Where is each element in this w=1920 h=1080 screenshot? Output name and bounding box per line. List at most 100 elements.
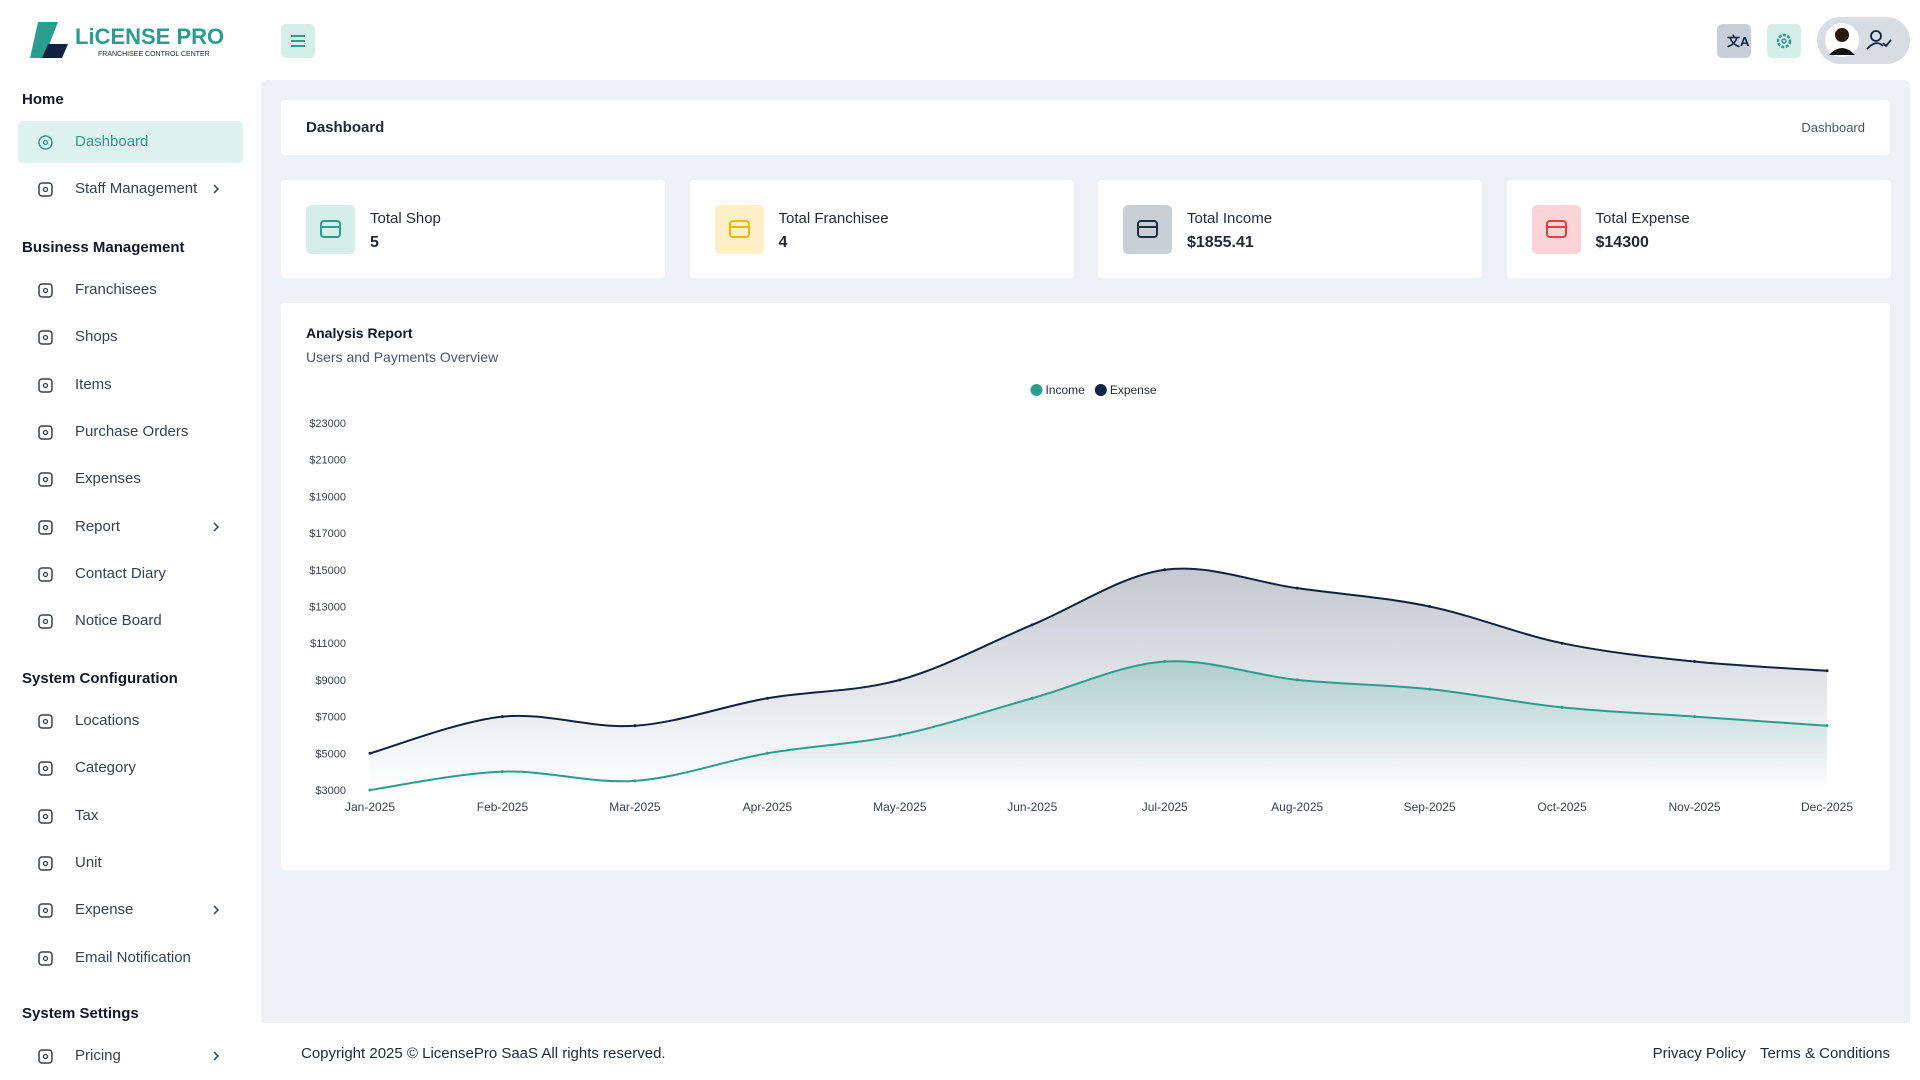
footer-link[interactable]: Terms & Conditions <box>1759 1045 1890 1062</box>
chevron <box>213 184 220 194</box>
nav-icon <box>38 761 53 777</box>
point <box>1560 641 1564 645</box>
sidebar: Home Dashboard Staff Management Business Ma… <box>0 80 261 1080</box>
nav-icon <box>38 614 53 629</box>
nav-label: Locations <box>75 712 140 729</box>
point <box>898 733 902 737</box>
y-tick-label: $23000 <box>309 418 346 430</box>
nav-item[interactable]: Purchase Orders <box>18 411 243 453</box>
nav-icon <box>38 714 53 729</box>
breadcrumb[interactable]: Dashboard <box>1801 120 1865 135</box>
x-tick-label: Jan-2025 <box>345 800 395 814</box>
nav-item[interactable]: Locations <box>18 700 243 742</box>
point <box>898 678 902 682</box>
section-title: System Settings <box>22 1005 139 1022</box>
menu-toggle[interactable] <box>281 24 315 58</box>
point <box>1030 623 1034 627</box>
point <box>500 770 504 774</box>
x-tick-label: Aug-2025 <box>1271 800 1323 814</box>
nav-icon <box>38 377 53 393</box>
point <box>1560 705 1564 709</box>
stat-card: Total Expense $14300 <box>1506 180 1891 278</box>
point <box>1295 586 1299 590</box>
nav-icon <box>38 903 53 918</box>
y-tick-label: $7000 <box>315 712 346 724</box>
stat-label: Total Franchisee <box>778 210 889 227</box>
nav-label: Dashboard <box>75 133 149 150</box>
chart-title: Analysis Report <box>306 325 413 341</box>
nav-label: Purchase Orders <box>75 422 189 440</box>
nav-label: Franchisees <box>75 281 157 298</box>
nav-icon <box>38 856 53 871</box>
nav-label: Tax <box>75 806 99 824</box>
nav-item[interactable]: Pricing <box>18 1035 243 1077</box>
breadcrumb-card: Dashboard Dashboard <box>281 100 1890 155</box>
nav-item[interactable]: Email Notification <box>18 937 243 979</box>
page-title: Dashboard <box>306 119 385 136</box>
point <box>765 751 769 755</box>
nav-icon <box>38 283 53 298</box>
y-tick-label: $13000 <box>309 602 346 614</box>
nav-item[interactable]: Contact Diary <box>18 553 243 595</box>
point <box>1295 678 1299 682</box>
line <box>369 567 1828 755</box>
point <box>633 724 637 728</box>
nav-item[interactable]: Expense <box>18 889 243 931</box>
nav-label: Pricing <box>75 1047 121 1064</box>
nav-icon <box>38 182 53 198</box>
nav-label: Unit <box>75 853 102 871</box>
logo-title: LiCENSE PRO <box>75 24 224 49</box>
copyright: Copyright 2025 © LicensePro SaaS All rig… <box>301 1045 666 1062</box>
section-title: Home <box>22 91 64 108</box>
stat-value: $14300 <box>1595 234 1649 251</box>
nav-item[interactable]: Notice Board <box>18 600 243 642</box>
stat-label: Total Income <box>1187 210 1273 227</box>
logo[interactable]: LiCENSE PRO FRANCHISEE CONTROL CENTER <box>28 20 238 60</box>
x-tick-label: Mar-2025 <box>609 800 661 814</box>
legend-marker <box>1094 384 1107 396</box>
nav-item[interactable]: Expenses <box>18 458 243 500</box>
nav-label: Email Notification <box>75 948 191 966</box>
x-tick-label: Jul-2025 <box>1142 800 1188 814</box>
point <box>1163 660 1167 664</box>
nav-item[interactable]: Franchisees <box>18 269 243 311</box>
point <box>500 715 504 719</box>
language-button[interactable]: 文A <box>1717 24 1751 58</box>
stat-value: 5 <box>370 234 379 251</box>
nav-icon <box>38 425 53 440</box>
stat-card: Total Shop 5 <box>281 180 665 278</box>
stat-icon <box>306 205 355 254</box>
chart: Analysis Report Users and Payments Overvi… <box>306 325 1853 814</box>
stat-icon <box>1531 205 1581 254</box>
nav-item[interactable]: Report <box>18 506 243 548</box>
x-tick-label: Sep-2025 <box>1404 800 1456 814</box>
settings-button[interactable] <box>1767 24 1801 58</box>
stat-card: Total Income $1855.41 <box>1098 180 1482 278</box>
stat-value: $1855.41 <box>1187 234 1254 251</box>
nav-item[interactable]: Items <box>18 364 243 406</box>
stat-icon <box>714 205 764 254</box>
stat-icon <box>1123 205 1172 254</box>
footer-link[interactable]: Privacy Policy <box>1652 1045 1746 1062</box>
nav-item[interactable]: Category <box>18 747 243 789</box>
legend-label: Expense <box>1110 383 1157 397</box>
nav-item[interactable]: Shops <box>18 316 243 358</box>
user-menu[interactable] <box>1817 17 1910 64</box>
nav-item[interactable]: Tax <box>18 795 243 837</box>
nav-label: Staff Management <box>75 180 198 198</box>
point <box>368 788 372 792</box>
x-tick-label: Apr-2025 <box>743 800 793 814</box>
stat-label: Total Shop <box>370 210 441 227</box>
nav-label: Notice Board <box>75 612 162 630</box>
point <box>1163 568 1167 572</box>
point <box>1825 724 1829 728</box>
legend-marker <box>1030 384 1043 396</box>
y-tick-label: $21000 <box>309 455 346 467</box>
nav-item[interactable]: Unit <box>18 842 243 884</box>
nav-item[interactable]: Dashboard <box>18 121 243 163</box>
x-tick-label: Dec-2025 <box>1801 800 1853 814</box>
y-tick-label: $9000 <box>315 675 346 687</box>
nav-item[interactable]: Staff Management <box>18 168 243 210</box>
